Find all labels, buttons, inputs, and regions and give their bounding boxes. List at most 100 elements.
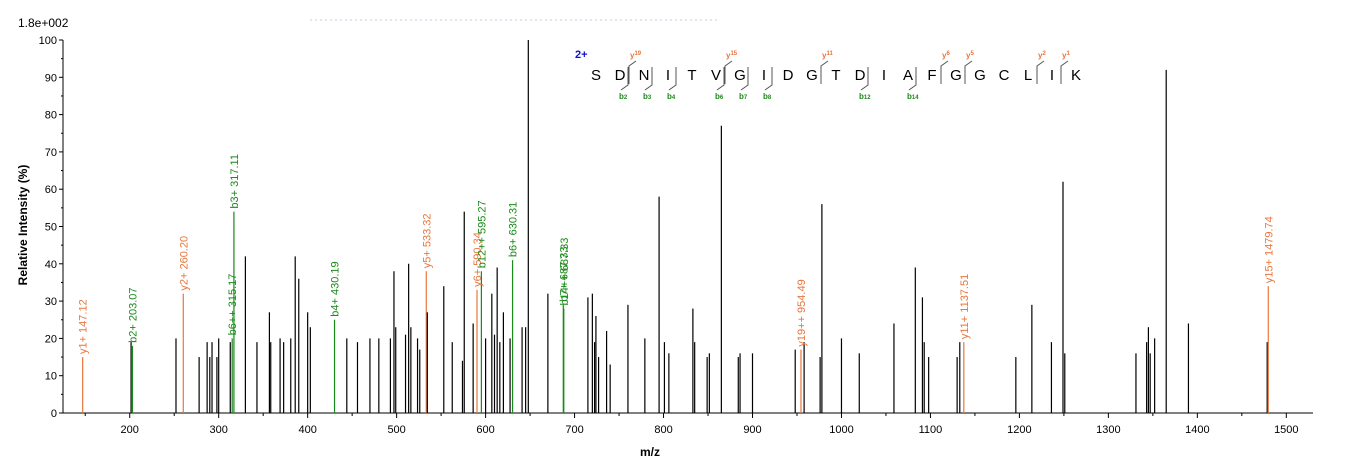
y-ion-label: y6	[942, 51, 950, 60]
y-ion-number: 5	[970, 51, 974, 57]
x-tick-label: 400	[298, 424, 316, 436]
b-ion-marker	[860, 67, 869, 91]
sequence-residue: A	[903, 67, 913, 84]
y-ion-marker	[628, 60, 637, 84]
y-ion-number: 15	[730, 51, 737, 57]
precursor-charge: 2+	[575, 49, 588, 61]
b-ion-label: b8	[763, 92, 772, 101]
y-ion-label: y11	[822, 51, 833, 60]
sequence-residue: G	[734, 67, 746, 84]
y-ion-marker	[724, 60, 733, 84]
b-ion-number: 3	[648, 95, 652, 101]
y-tick-label: 40	[45, 259, 57, 271]
sequence-residue: K	[1071, 67, 1081, 84]
y-ion-peak-label: y19++ 954.49	[796, 279, 808, 346]
x-tick-label: 1000	[829, 424, 853, 436]
y-tick-label: 30	[45, 296, 57, 308]
y-ion-peak-label: y15+ 1479.74	[1263, 216, 1275, 283]
y-ion-label: y1	[1062, 51, 1070, 60]
b-ion-peak-label: b4+ 430.19	[330, 261, 342, 316]
sequence-residue: V	[711, 67, 721, 84]
y-ion-peak-label: y5+ 533.32	[421, 214, 433, 269]
y-ion-marker	[940, 60, 949, 84]
b-ion-label: b4	[667, 92, 676, 101]
b-ion-peak-label: b14++ 687.33	[559, 238, 571, 306]
y-ion-number: 6	[946, 51, 950, 57]
max-intensity-label: 1.8e+002	[18, 16, 69, 30]
sequence-residue: L	[1024, 67, 1032, 84]
b-ion-label: b12	[859, 92, 871, 101]
b-ion-label: b6	[715, 92, 724, 101]
x-tick-label: 800	[654, 424, 672, 436]
y-ion-label: y5	[966, 51, 974, 60]
sequence-residue: I	[666, 67, 670, 84]
x-tick-label: 1300	[1096, 424, 1120, 436]
sequence-residue: I	[882, 67, 886, 84]
y-tick-label: 90	[45, 72, 57, 84]
x-axis-title: m/z	[640, 445, 660, 459]
sequence-residue: C	[999, 67, 1010, 84]
sequence-residue: G	[950, 67, 962, 84]
b-ion-marker	[668, 67, 677, 91]
b-ion-peak-label: b6++ 315.17	[227, 274, 239, 336]
x-tick-label: 500	[387, 424, 405, 436]
y-tick-label: 60	[45, 184, 57, 196]
x-tick-label: 700	[565, 424, 583, 436]
axes: 0 10 20 30 40 50 60 70 80 90 100 200 300 400 500 600 700…	[39, 35, 1313, 436]
y-ion-peak-label: y2+ 260.20	[178, 236, 190, 291]
sequence-residue: N	[639, 67, 650, 84]
b-ion-marker	[620, 67, 629, 91]
sequence-residue: T	[831, 67, 840, 84]
y-ion-number: 11	[826, 51, 833, 57]
y-ion-marker	[964, 60, 973, 84]
x-tick-label: 1400	[1185, 424, 1209, 436]
b-ion-label: b7	[739, 92, 748, 101]
sequence-residue: I	[1050, 67, 1054, 84]
b-ion-label: b3	[643, 92, 652, 101]
y-ion-label: y2	[1038, 51, 1046, 60]
b-ion-number: 12	[864, 95, 871, 101]
y-tick-label: 10	[45, 371, 57, 383]
b-ion-marker	[644, 67, 653, 91]
b-ion-number: 8	[768, 95, 772, 101]
sequence-residue: F	[927, 67, 936, 84]
x-tick-label: 300	[210, 424, 228, 436]
sequence-residue: S	[591, 67, 601, 84]
y-ion-marker	[1036, 60, 1045, 84]
b-ion-marker	[716, 67, 725, 91]
y-ion-marker	[1060, 60, 1069, 84]
peaks	[82, 40, 1269, 413]
b-ion-peak-label: b6+ 630.31	[508, 202, 520, 257]
b-ion-peak-label: b12++ 595.27	[476, 200, 488, 268]
b-ion-number: 6	[720, 95, 724, 101]
y-tick-label: 50	[45, 222, 57, 234]
y-ion-number: 19	[634, 51, 641, 57]
x-tick-label: 900	[743, 424, 761, 436]
y-ion-label: y19	[630, 51, 642, 60]
b-ion-peak-label: b2+ 203.07	[127, 287, 139, 342]
b-ion-marker	[764, 67, 773, 91]
y-ion-peak-label: y11+ 1137.51	[959, 274, 971, 339]
sequence-residue: D	[855, 67, 866, 84]
sequence-residue: G	[974, 67, 986, 84]
b-ion-peak-label: b7+ 687.33	[558, 246, 570, 301]
b-ion-marker	[908, 67, 917, 91]
b-ion-peak-label: b3+ 317.11	[229, 154, 241, 209]
b-ion-label: b2	[619, 92, 628, 101]
y-ion-number: 2	[1042, 51, 1046, 57]
y-ion-number: 1	[1066, 51, 1070, 57]
y-tick-label: 70	[45, 147, 57, 159]
y-tick-label: 80	[45, 110, 57, 122]
b-ion-label: b14	[907, 92, 919, 101]
top-header: 1.8e+002	[18, 16, 720, 30]
peak-labels: y1+ 147.12 b2+ 203.07 y2+ 260.20 b6++ 315.1…	[78, 154, 1276, 354]
sequence-residue: G	[806, 67, 818, 84]
b-ion-number: 14	[912, 95, 919, 101]
y-ion-marker	[820, 60, 829, 84]
b-ion-number: 2	[624, 95, 628, 101]
y-ion-label: y15	[726, 51, 738, 60]
x-tick-label: 1100	[919, 424, 943, 436]
sequence-residue: D	[615, 67, 626, 84]
